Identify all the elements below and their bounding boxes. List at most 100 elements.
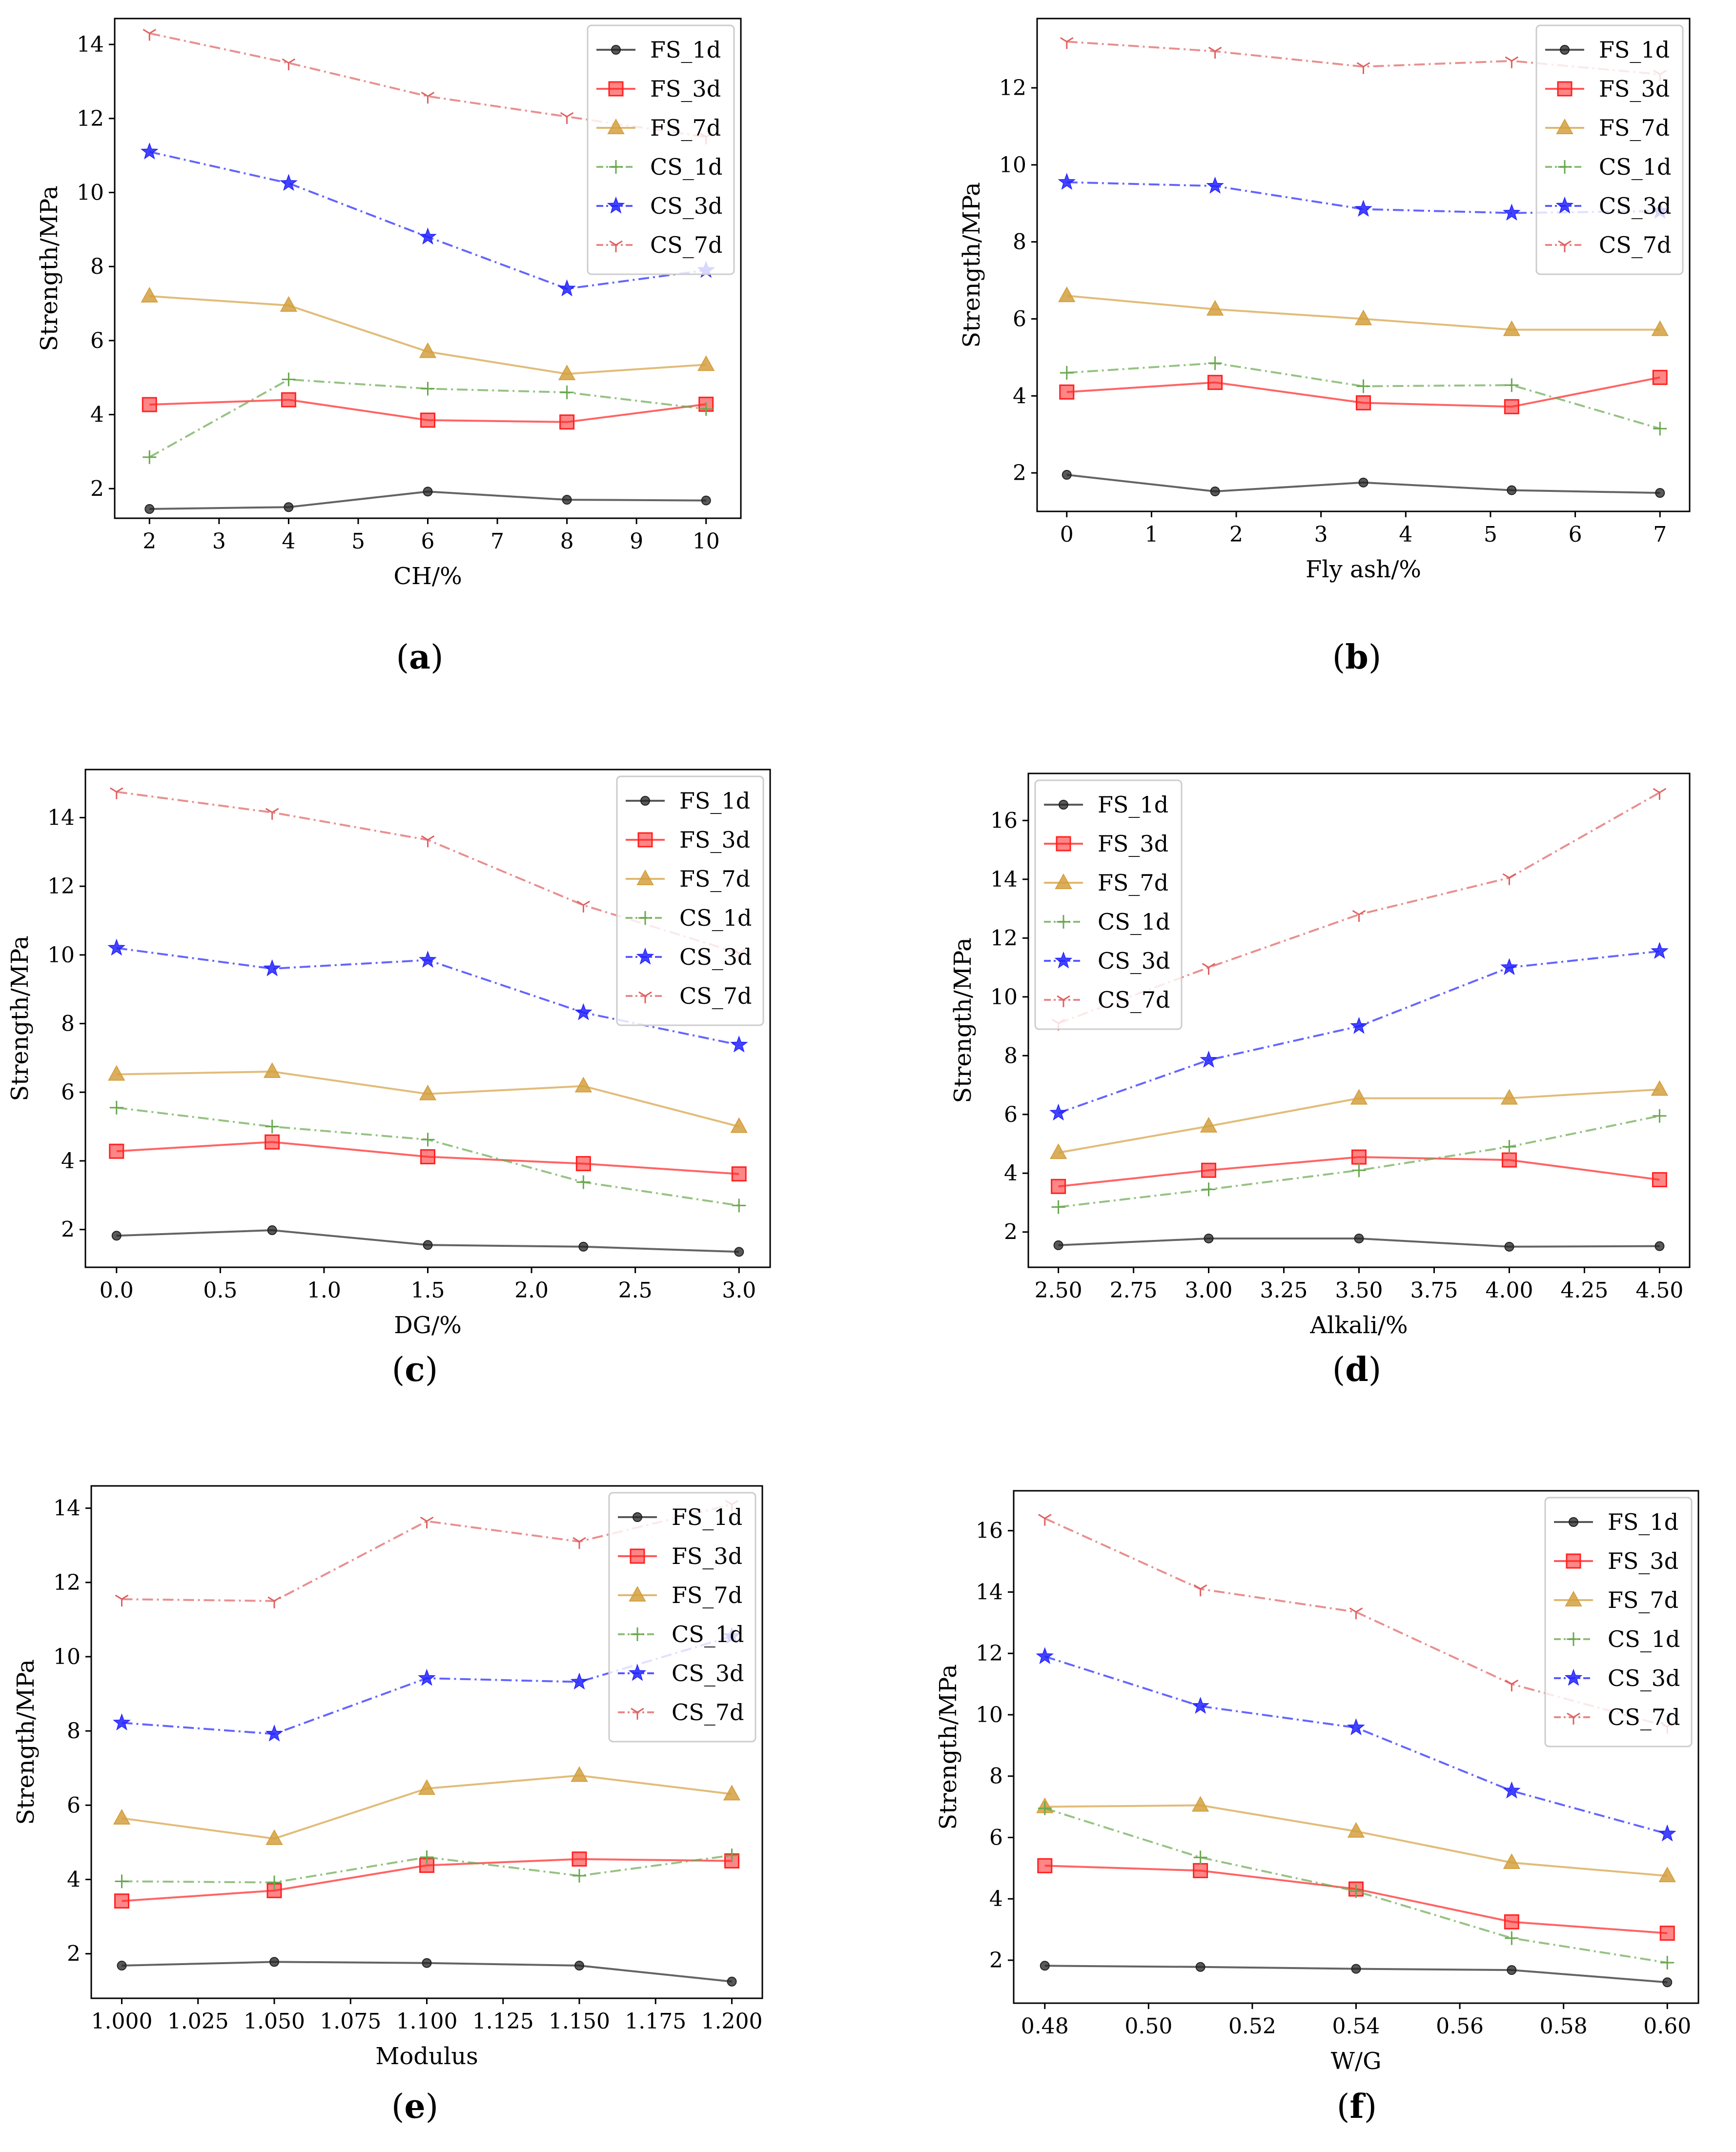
data-point-fs-7d [280,296,298,312]
data-point-fs-7d [419,1084,437,1100]
data-point-fs-7d [697,355,715,371]
data-point-fs-3d [1201,1162,1217,1178]
data-point-cs-7d [109,787,123,799]
y-tick-label: 2 [989,1948,1003,1973]
x-tick-label: 3 [212,529,226,554]
legend-label: FS_7d [679,866,750,892]
data-point-cs-1d [576,1175,591,1189]
legend-box [1034,779,1183,1030]
data-point-cs-3d [1347,1718,1365,1735]
y-tick-label: 10 [990,985,1018,1010]
x-tick-label: 3 [1314,522,1328,547]
data-point-cs-3d [570,1672,589,1690]
data-point-cs-1d [1352,1163,1366,1178]
x-tick-label: 7 [490,529,504,554]
x-tick-label: 7 [1653,522,1667,547]
y-tick-label: 12 [976,1641,1003,1666]
legend-label: CS_3d [672,1660,744,1686]
legend-marker [1555,196,1574,214]
y-axis-label: Strength/MPa [12,1659,40,1825]
data-point-cs-3d [1036,1647,1054,1665]
x-tick-label: 5 [1484,522,1497,547]
data-point-fs-1d [1507,485,1517,495]
data-point-cs-7d [421,835,435,848]
y-tick-label: 16 [990,808,1018,833]
y-tick-label: 2 [1004,1220,1018,1245]
chart-e: 1.000 1.025 1.050 1.075 1.100 1.125 1.150 1.175… [12,1485,763,2126]
y-tick-label: 4 [1004,1161,1018,1186]
x-tick-label: 4.25 [1560,1278,1608,1303]
legend-marker [630,1548,645,1564]
legend-box [1544,1497,1693,1747]
data-point-fs-3d [142,397,157,412]
legend-label: FS_3d [679,827,750,853]
x-axis-label: DG/% [394,1312,462,1339]
legend-label: FS_1d [1608,1509,1678,1535]
data-point-fs-1d [423,1240,433,1250]
data-point-fs-3d [266,1883,282,1898]
data-point-fs-1d [1358,477,1368,487]
data-point-cs-1d [1349,1884,1363,1898]
x-tick-label: 0.52 [1228,2014,1276,2039]
y-tick-label: 8 [1004,1043,1018,1068]
legend-label: FS_7d [1608,1587,1678,1613]
data-point-fs-7d [1651,320,1669,336]
data-point-fs-3d [1501,1152,1517,1168]
data-point-fs-1d [1040,1961,1050,1971]
legend-label: FS_1d [650,37,721,63]
data-point-cs-1d [1060,365,1074,380]
data-point-fs-7d [1503,1853,1521,1869]
data-point-cs-1d [1653,1109,1667,1123]
y-axis-label: Strength/MPa [958,182,985,347]
legend-marker [1565,1590,1582,1606]
y-tick-label: 8 [90,254,104,279]
x-tick-label: 1.075 [320,2009,381,2034]
data-point-fs-7d [574,1076,592,1093]
data-point-fs-3d [1037,1858,1053,1873]
chart-d: 2.50 2.75 3.00 3.25 3.50 3.75 4.00 4.25 4.50 2 4 6 8… [949,772,1691,1389]
legend-marker [1564,1668,1583,1686]
legend-marker [638,991,652,1003]
data-point-cs-1d [1202,1182,1216,1197]
data-point-fs-3d [731,1166,747,1182]
data-point-cs-1d [1653,422,1667,436]
data-point-fs-7d [558,365,576,381]
data-point-fs-3d [265,1134,280,1150]
y-tick-label: 4 [61,1149,75,1174]
x-tick-label: 4 [1399,522,1412,547]
legend-box [1535,24,1684,275]
data-point-fs-1d [1654,1241,1665,1251]
legend-label: CS_7d [672,1699,744,1726]
y-tick-label: 10 [77,181,104,205]
legend: FS_1d FS_3d FS_7d CS_1d CS_3d CS_7d [616,775,764,1026]
legend-label: FS_1d [1098,792,1168,818]
data-point-cs-1d [699,402,713,416]
x-tick-label: 2.0 [514,1278,549,1303]
x-tick-label: 10 [693,529,720,554]
x-tick-label: 0.5 [203,1278,237,1303]
data-point-cs-7d [1349,1607,1363,1620]
data-point-fs-1d [574,1961,584,1971]
y-tick-label: 2 [61,1218,75,1242]
data-point-cs-3d [1651,942,1669,959]
data-point-cs-1d [1505,1931,1519,1945]
data-point-cs-3d [280,174,298,191]
data-point-fs-1d [1507,1965,1517,1975]
data-point-cs-3d [1049,1103,1067,1121]
x-axis-label: Alkali/% [1309,1312,1408,1339]
x-tick-label: 1.000 [91,2009,153,2034]
data-point-fs-3d [1059,384,1075,400]
legend-label: CS_7d [650,232,722,258]
y-tick-label: 14 [53,1496,81,1521]
y-tick-label: 2 [67,1942,81,1967]
legend-box [608,1492,756,1743]
legend-label: FS_3d [1098,831,1168,857]
data-point-fs-1d [422,1958,432,1968]
y-tick-label: 14 [47,805,75,830]
data-point-cs-3d [419,227,437,245]
plot-area [1049,788,1669,1252]
y-tick-label: 14 [77,32,104,57]
legend-marker [1054,951,1073,969]
x-tick-label: 1.025 [167,2009,229,2034]
data-point-fs-1d [562,495,572,505]
